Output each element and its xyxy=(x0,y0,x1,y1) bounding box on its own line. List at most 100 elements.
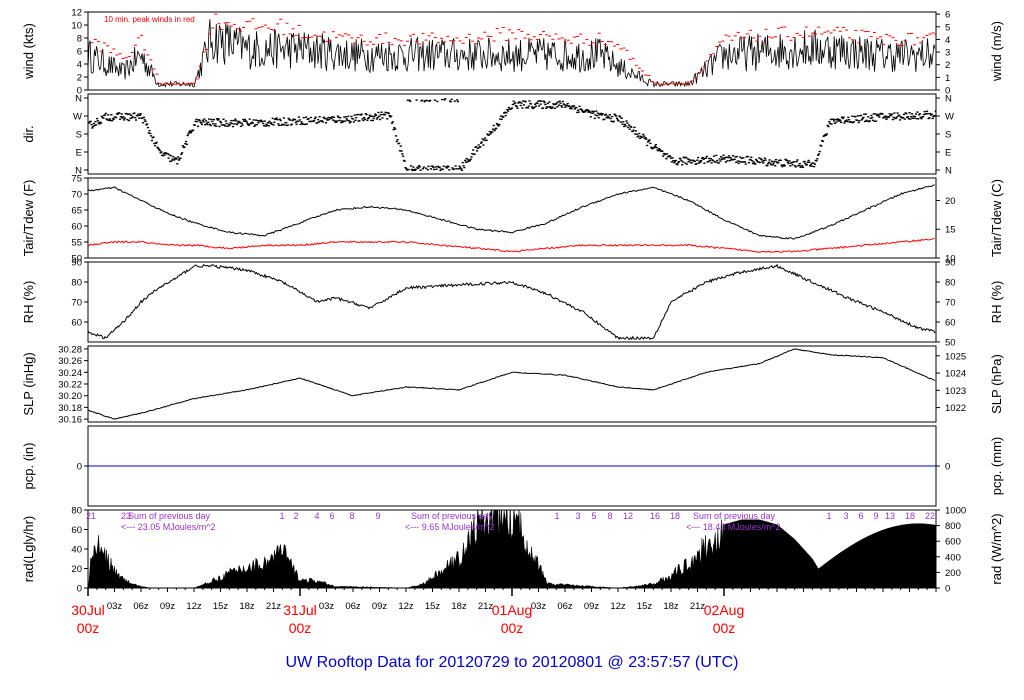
sunshine-hour-label: 9 xyxy=(375,511,380,521)
direction-point xyxy=(627,126,630,129)
direction-point xyxy=(870,114,873,117)
direction-point xyxy=(371,119,375,122)
ytick-label-left: N xyxy=(75,94,82,105)
direction-point xyxy=(644,136,647,139)
direction-point xyxy=(872,113,875,115)
direction-point xyxy=(796,159,799,161)
direction-point xyxy=(432,166,435,169)
direction-point xyxy=(795,160,798,163)
direction-point xyxy=(351,118,355,120)
direction-point xyxy=(502,116,505,118)
ytick-label-right: 1023 xyxy=(945,386,966,397)
direction-point xyxy=(650,146,653,149)
direction-point xyxy=(685,163,689,165)
direction-point xyxy=(104,112,107,115)
direction-point xyxy=(239,121,242,124)
direction-point xyxy=(680,159,683,162)
direction-point xyxy=(641,136,644,138)
direction-point xyxy=(309,116,313,119)
direction-point xyxy=(316,122,319,124)
direction-point xyxy=(580,109,584,112)
direction-point xyxy=(199,121,202,123)
direction-point xyxy=(727,155,731,157)
direction-point xyxy=(451,167,454,169)
ytick-label-right: 2 xyxy=(945,60,950,71)
direction-point xyxy=(345,118,348,120)
direction-point xyxy=(473,153,476,156)
ytick-label-left: 55 xyxy=(71,238,82,249)
direction-point xyxy=(234,118,237,120)
direction-point xyxy=(563,104,566,106)
direction-point xyxy=(679,158,682,160)
direction-point xyxy=(171,158,174,160)
direction-point xyxy=(263,120,266,122)
direction-point xyxy=(898,114,901,116)
direction-point xyxy=(368,114,371,116)
direction-point xyxy=(631,130,634,133)
direction-point xyxy=(141,117,144,119)
direction-point xyxy=(301,123,305,125)
direction-point xyxy=(254,124,257,126)
direction-point xyxy=(884,115,887,117)
ytick-label-left: 30.16 xyxy=(58,415,82,426)
ytick-label-left: W xyxy=(73,112,82,123)
direction-point xyxy=(462,165,465,167)
direction-point xyxy=(150,139,154,142)
direction-point xyxy=(224,120,227,122)
direction-point xyxy=(854,116,857,118)
direction-point xyxy=(609,117,612,120)
direction-point xyxy=(620,117,623,119)
ytick-label-right: 5 xyxy=(945,22,950,33)
direction-point xyxy=(928,117,931,119)
panel-data xyxy=(88,98,936,172)
day-date-label: 30Jul xyxy=(71,602,104,618)
direction-point xyxy=(91,125,95,128)
direction-point xyxy=(406,169,409,171)
direction-point xyxy=(621,123,624,125)
direction-point xyxy=(789,165,792,167)
ytick-label-left: S xyxy=(76,130,82,141)
direction-point xyxy=(145,124,148,126)
direction-point xyxy=(349,120,352,123)
direction-point xyxy=(419,169,422,171)
direction-point xyxy=(495,127,498,130)
direction-point xyxy=(367,116,371,119)
direction-point xyxy=(107,114,110,116)
direction-point xyxy=(194,120,197,123)
direction-point xyxy=(921,116,925,118)
direction-point xyxy=(512,100,515,102)
direction-point xyxy=(815,160,818,162)
direction-point xyxy=(228,124,231,126)
direction-point xyxy=(468,159,472,162)
direction-point xyxy=(307,117,310,120)
direction-point xyxy=(301,122,304,125)
direction-point xyxy=(808,161,811,163)
direction-point xyxy=(464,161,468,163)
direction-point xyxy=(374,114,378,116)
direction-point xyxy=(915,117,918,120)
direction-point xyxy=(543,101,546,104)
direction-point xyxy=(130,117,134,119)
direction-point xyxy=(517,102,520,104)
direction-point xyxy=(337,116,340,119)
direction-point xyxy=(365,113,368,116)
direction-point xyxy=(530,103,533,105)
direction-point xyxy=(528,100,531,102)
direction-point xyxy=(505,112,508,114)
direction-point xyxy=(352,121,355,123)
direction-point xyxy=(305,123,309,125)
direction-point xyxy=(833,122,836,125)
direction-point xyxy=(534,105,537,107)
direction-point xyxy=(433,168,436,171)
ytick-label-left: 0 xyxy=(77,86,82,97)
direction-point xyxy=(561,106,564,108)
direction-point xyxy=(438,166,441,168)
direction-point xyxy=(453,100,456,102)
direction-point xyxy=(786,159,789,162)
direction-point xyxy=(212,118,216,121)
direction-point xyxy=(318,116,321,118)
direction-point xyxy=(122,119,126,121)
direction-point xyxy=(677,161,681,163)
hour-tick-label: 09z xyxy=(584,601,600,612)
direction-point xyxy=(425,167,428,169)
